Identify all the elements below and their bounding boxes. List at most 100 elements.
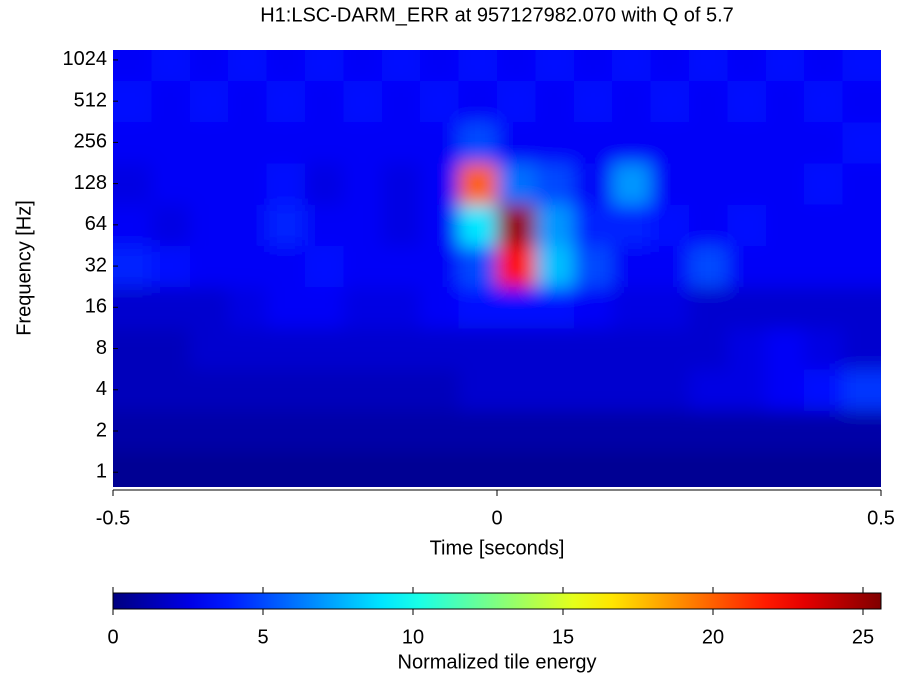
- heatmap-cell: [228, 286, 268, 329]
- heatmap-cell: [113, 327, 152, 370]
- heatmap-cell: [804, 369, 844, 411]
- heatmap-cell: [420, 369, 460, 411]
- colorbar-label: Normalized tile energy: [398, 651, 597, 673]
- heatmap-cell: [228, 121, 268, 164]
- heatmap-cell: [535, 121, 575, 164]
- heatmap-cell: [113, 80, 152, 123]
- heatmap-cell: [612, 451, 652, 487]
- heatmap-cell: [804, 410, 844, 453]
- heatmap-cell: [305, 327, 344, 370]
- y-tick-label: 8: [96, 337, 107, 359]
- heatmap-cell: [650, 286, 690, 329]
- heatmap-cell: [305, 286, 344, 329]
- x-tick-label: 0.5: [867, 507, 895, 529]
- heatmap-cell: [573, 410, 613, 453]
- heatmap-cell: [689, 163, 728, 205]
- heatmap-cell: [458, 369, 498, 411]
- heatmap-cell: [113, 369, 152, 411]
- heatmap-cell: [458, 327, 498, 370]
- heatmap-cell: [228, 369, 268, 411]
- heatmap-cell: [689, 369, 728, 411]
- heatmap-cell: [727, 451, 767, 487]
- heatmap-cell: [689, 80, 728, 123]
- heatmap-cell: [727, 245, 767, 288]
- heatmap-cell: [842, 50, 881, 82]
- heatmap-cell: [420, 50, 460, 82]
- heatmap-cell: [612, 204, 652, 246]
- heatmap-cell: [535, 80, 575, 123]
- colorbar-tick-label: 10: [402, 626, 424, 648]
- heatmap-cell: [228, 451, 268, 487]
- heatmap-cell: [612, 410, 652, 453]
- colorbar: [112, 592, 882, 610]
- y-tick-label: 128: [74, 172, 107, 194]
- heatmap-cell: [497, 163, 536, 205]
- heatmap-cell: [765, 286, 805, 329]
- heatmap-cell: [765, 410, 805, 453]
- heatmap-cell: [842, 121, 881, 164]
- heatmap-cell: [381, 163, 421, 205]
- heatmap-cell: [573, 245, 613, 288]
- heatmap-cell: [842, 369, 881, 411]
- heatmap-cell: [420, 245, 460, 288]
- heatmap-cell: [689, 245, 728, 288]
- heatmap-cell: [765, 451, 805, 487]
- heatmap-cell: [612, 245, 652, 288]
- heatmap-cell: [650, 451, 690, 487]
- heatmap-cell: [573, 451, 613, 487]
- heatmap-cell: [804, 80, 844, 123]
- heatmap-cell: [458, 204, 498, 246]
- heatmap-cell: [151, 163, 191, 205]
- heatmap-cell: [727, 286, 767, 329]
- heatmap-cell: [266, 286, 306, 329]
- heatmap-cell: [458, 245, 498, 288]
- heatmap-cell: [381, 204, 421, 246]
- heatmap-cell: [497, 410, 536, 453]
- y-tick-label: 32: [85, 254, 107, 276]
- heatmap-cell: [113, 163, 152, 205]
- heatmap-cell: [612, 80, 652, 123]
- heatmap-cell: [305, 451, 344, 487]
- heatmap-cell: [497, 121, 536, 164]
- y-tick-label: 512: [74, 89, 107, 111]
- heatmap-cell: [650, 410, 690, 453]
- heatmap-cell: [650, 121, 690, 164]
- heatmap-cell: [497, 50, 536, 82]
- heatmap-cell: [420, 451, 460, 487]
- heatmap-cell: [612, 369, 652, 411]
- heatmap-cell: [189, 327, 229, 370]
- heatmap-cell: [804, 327, 844, 370]
- heatmap-cell: [458, 451, 498, 487]
- heatmap-cell: [804, 121, 844, 164]
- heatmap-cell: [189, 80, 229, 123]
- y-tick-label: 4: [96, 378, 107, 400]
- heatmap-cell: [420, 410, 460, 453]
- heatmap-cell: [727, 369, 767, 411]
- heatmap-cell: [727, 121, 767, 164]
- heatmap-cell: [765, 204, 805, 246]
- heatmap-cell: [266, 163, 306, 205]
- heatmap-cell: [305, 410, 344, 453]
- heatmap-cell: [689, 121, 728, 164]
- heatmap-cell: [650, 245, 690, 288]
- heatmap-cell: [842, 286, 881, 329]
- heatmap-cell: [842, 204, 881, 246]
- heatmap-cell: [458, 80, 498, 123]
- heatmap-cell: [343, 410, 383, 453]
- heatmap-cell: [804, 286, 844, 329]
- heatmap-cell: [842, 410, 881, 453]
- heatmap-cell: [535, 204, 575, 246]
- heatmap-cell: [113, 50, 152, 82]
- heatmap-cell: [228, 245, 268, 288]
- heatmap-cell: [381, 451, 421, 487]
- heatmap-cell: [266, 245, 306, 288]
- heatmap-cells: [113, 50, 881, 487]
- heatmap-cell: [573, 286, 613, 329]
- y-tick-label: 2: [96, 419, 107, 441]
- heatmap-cell: [804, 451, 844, 487]
- colorbar-tick-label: 0: [107, 626, 118, 648]
- heatmap-cell: [497, 245, 536, 288]
- heatmap-cell: [689, 286, 728, 329]
- heatmap-cell: [612, 286, 652, 329]
